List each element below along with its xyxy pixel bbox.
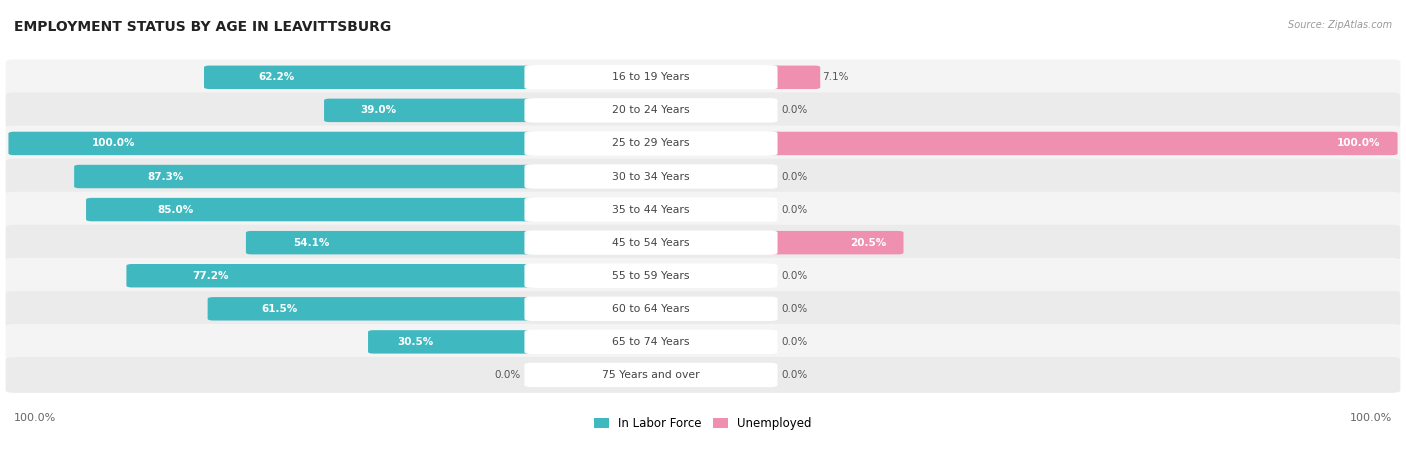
Text: 75 Years and over: 75 Years and over <box>602 370 700 380</box>
Text: 45 to 54 Years: 45 to 54 Years <box>612 238 690 248</box>
FancyBboxPatch shape <box>75 165 537 188</box>
Text: 65 to 74 Years: 65 to 74 Years <box>612 337 690 347</box>
FancyBboxPatch shape <box>765 132 1398 155</box>
FancyBboxPatch shape <box>765 66 820 89</box>
FancyBboxPatch shape <box>6 126 1400 162</box>
FancyBboxPatch shape <box>127 264 537 288</box>
Text: EMPLOYMENT STATUS BY AGE IN LEAVITTSBURG: EMPLOYMENT STATUS BY AGE IN LEAVITTSBURG <box>14 20 391 34</box>
FancyBboxPatch shape <box>6 324 1400 360</box>
FancyBboxPatch shape <box>524 65 778 90</box>
FancyBboxPatch shape <box>524 264 778 288</box>
Text: 0.0%: 0.0% <box>494 370 520 380</box>
FancyBboxPatch shape <box>323 99 537 122</box>
Text: 62.2%: 62.2% <box>257 72 294 82</box>
Text: 61.5%: 61.5% <box>262 304 297 314</box>
FancyBboxPatch shape <box>246 231 537 254</box>
FancyBboxPatch shape <box>524 131 778 156</box>
FancyBboxPatch shape <box>6 158 1400 194</box>
FancyBboxPatch shape <box>6 225 1400 261</box>
Text: 100.0%: 100.0% <box>91 139 135 148</box>
Text: 77.2%: 77.2% <box>193 271 228 281</box>
FancyBboxPatch shape <box>524 297 778 321</box>
FancyBboxPatch shape <box>6 59 1400 95</box>
Text: 55 to 59 Years: 55 to 59 Years <box>612 271 690 281</box>
FancyBboxPatch shape <box>524 198 778 222</box>
Legend: In Labor Force, Unemployed: In Labor Force, Unemployed <box>589 413 817 435</box>
Text: 20.5%: 20.5% <box>851 238 887 248</box>
FancyBboxPatch shape <box>6 357 1400 393</box>
Text: 39.0%: 39.0% <box>360 105 396 115</box>
FancyBboxPatch shape <box>208 297 537 320</box>
FancyBboxPatch shape <box>6 291 1400 327</box>
FancyBboxPatch shape <box>524 363 778 387</box>
Text: 100.0%: 100.0% <box>14 413 56 423</box>
Text: 60 to 64 Years: 60 to 64 Years <box>612 304 690 314</box>
Text: 7.1%: 7.1% <box>821 72 848 82</box>
FancyBboxPatch shape <box>86 198 537 221</box>
Text: 30 to 34 Years: 30 to 34 Years <box>612 171 690 181</box>
FancyBboxPatch shape <box>6 192 1400 228</box>
Text: 0.0%: 0.0% <box>782 370 808 380</box>
Text: 100.0%: 100.0% <box>1337 139 1381 148</box>
Text: 54.1%: 54.1% <box>294 238 330 248</box>
Text: 25 to 29 Years: 25 to 29 Years <box>612 139 690 148</box>
Text: 85.0%: 85.0% <box>157 205 194 215</box>
Text: 0.0%: 0.0% <box>782 304 808 314</box>
FancyBboxPatch shape <box>368 330 537 354</box>
Text: Source: ZipAtlas.com: Source: ZipAtlas.com <box>1288 20 1392 30</box>
Text: 87.3%: 87.3% <box>148 171 184 181</box>
Text: 20 to 24 Years: 20 to 24 Years <box>612 105 690 115</box>
Text: 0.0%: 0.0% <box>782 205 808 215</box>
FancyBboxPatch shape <box>524 98 778 122</box>
Text: 35 to 44 Years: 35 to 44 Years <box>612 205 690 215</box>
Text: 0.0%: 0.0% <box>782 337 808 347</box>
Text: 0.0%: 0.0% <box>782 271 808 281</box>
Text: 0.0%: 0.0% <box>782 171 808 181</box>
FancyBboxPatch shape <box>524 330 778 354</box>
Text: 100.0%: 100.0% <box>1350 413 1392 423</box>
FancyBboxPatch shape <box>204 66 537 89</box>
Text: 0.0%: 0.0% <box>782 105 808 115</box>
FancyBboxPatch shape <box>524 230 778 255</box>
FancyBboxPatch shape <box>524 164 778 189</box>
FancyBboxPatch shape <box>8 132 537 155</box>
FancyBboxPatch shape <box>6 258 1400 294</box>
Text: 16 to 19 Years: 16 to 19 Years <box>612 72 690 82</box>
FancyBboxPatch shape <box>6 93 1400 128</box>
FancyBboxPatch shape <box>765 231 904 254</box>
Text: 30.5%: 30.5% <box>398 337 433 347</box>
